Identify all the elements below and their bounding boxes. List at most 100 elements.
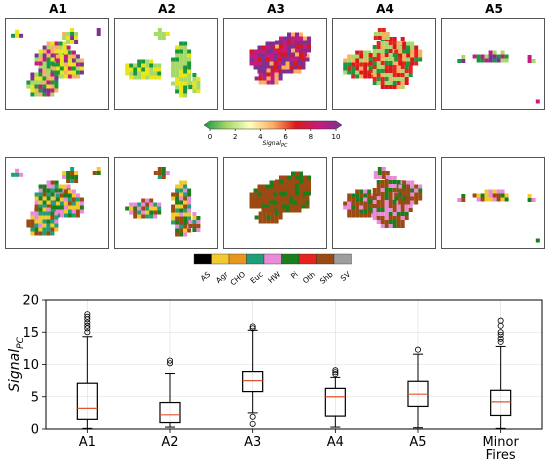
- map-pixel: [283, 179, 287, 184]
- map-pixel: [384, 208, 389, 212]
- map-pixel: [129, 75, 134, 80]
- x-tick-label: A4: [327, 435, 344, 450]
- map-pixel: [261, 188, 266, 193]
- map-pixel: [133, 214, 138, 219]
- map-pixel: [157, 36, 162, 40]
- map-pixel: [54, 188, 59, 193]
- map-pixel: [305, 196, 310, 201]
- outlier-point: [84, 329, 91, 336]
- map-pixel: [71, 193, 76, 198]
- map-pixel: [38, 84, 43, 89]
- map-pixel: [253, 53, 258, 58]
- map-pixel: [404, 212, 409, 216]
- map-pixel: [351, 66, 356, 71]
- map-pixel: [192, 224, 197, 228]
- map-pixel: [359, 189, 364, 194]
- map-pixel: [63, 193, 68, 198]
- map-pixel: [406, 53, 411, 58]
- legend-swatch-shb: [316, 253, 335, 265]
- map-pixel: [384, 45, 389, 49]
- map-pixel: [392, 61, 397, 65]
- map-pixel: [59, 54, 64, 59]
- map-pixel: [253, 192, 258, 197]
- colorbar-gradient: [203, 120, 343, 130]
- map-pixel: [149, 67, 154, 72]
- map-pixel: [359, 197, 364, 202]
- map-pixel: [398, 200, 403, 205]
- outlier-point: [497, 335, 504, 342]
- map-panel-a1-signal: [5, 18, 109, 110]
- map-pixel: [63, 201, 68, 206]
- map-pixel: [351, 62, 356, 67]
- map-pixel: [38, 72, 43, 77]
- map-pixel: [347, 213, 352, 218]
- map-pixel: [62, 171, 67, 175]
- map-pixel: [145, 206, 150, 211]
- box-iqr: [324, 387, 346, 417]
- map-pixel: [388, 53, 393, 57]
- map-pixel: [192, 81, 197, 85]
- map-pixel: [125, 71, 130, 76]
- map-pixel: [295, 191, 299, 196]
- map-pixel: [54, 45, 59, 50]
- map-pixel: [261, 57, 266, 62]
- map-pixel: [55, 66, 60, 71]
- map-pixel: [402, 53, 407, 58]
- map-pixel: [277, 196, 282, 201]
- map-pixel: [380, 212, 385, 216]
- map-pixel: [372, 77, 377, 81]
- map-pixel: [303, 44, 307, 49]
- map-pixel: [79, 205, 84, 210]
- map-pixel: [400, 204, 405, 208]
- map-pixel: [274, 76, 279, 81]
- outlier-point: [497, 329, 504, 336]
- map-pixel: [129, 202, 134, 207]
- map-pixel: [46, 215, 51, 220]
- map-pixel: [74, 171, 79, 175]
- map-pixel: [42, 211, 47, 216]
- map-pixel: [406, 61, 411, 66]
- map-pixel: [388, 180, 393, 184]
- map-pixel: [175, 81, 180, 86]
- map-pixel: [265, 45, 270, 50]
- map-pixel: [261, 192, 266, 197]
- map-pixel: [253, 65, 258, 70]
- map-pixel: [59, 74, 64, 79]
- map-pixel: [402, 196, 407, 201]
- map-pixel: [273, 200, 278, 205]
- map-pixel: [58, 188, 63, 193]
- map-pixel: [66, 45, 71, 50]
- map-pixel: [74, 32, 79, 36]
- map-panel-a5-landcover: [441, 157, 545, 249]
- map-pixel: [34, 88, 39, 93]
- map-pixel: [183, 89, 188, 94]
- map-pixel: [273, 192, 278, 197]
- map-pixel: [488, 50, 493, 55]
- map-pixel: [42, 231, 47, 236]
- map-pixel: [153, 32, 158, 36]
- map-raster: [343, 167, 423, 228]
- map-pixel: [289, 61, 294, 66]
- map-pixel: [62, 41, 67, 46]
- map-pixel: [492, 58, 497, 63]
- map-pixel: [372, 81, 377, 85]
- map-pixel: [42, 215, 47, 220]
- map-pixel: [351, 205, 356, 210]
- map-pixel: [359, 201, 364, 206]
- map-pixel: [278, 211, 283, 216]
- map-pixel: [70, 28, 75, 32]
- map-pixel: [175, 200, 180, 205]
- map-pixel: [46, 61, 51, 66]
- map-pixel: [392, 184, 397, 188]
- map-pixel: [380, 65, 385, 69]
- map-pixel: [299, 52, 303, 57]
- map-pixel: [137, 67, 142, 72]
- map-pixel: [141, 63, 146, 68]
- map-panel-a2-landcover: [114, 157, 218, 249]
- map-pixel: [404, 77, 409, 81]
- map-pixel: [75, 54, 80, 59]
- map-pixel: [183, 49, 188, 54]
- map-pixel: [406, 45, 411, 50]
- map-pixel: [137, 210, 142, 215]
- map-raster: [125, 167, 201, 237]
